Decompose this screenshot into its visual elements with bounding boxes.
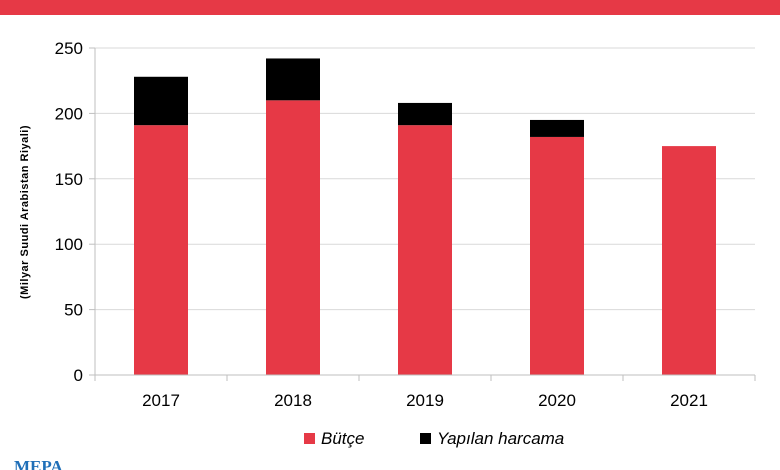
y-tick-label: 250 [55, 39, 83, 58]
logo-text: MEPA [14, 457, 64, 470]
legend-label-harcama: Yapılan harcama [437, 429, 564, 448]
bar-harcama-2017 [134, 76, 188, 126]
legend-label-butce: Bütçe [321, 429, 364, 448]
x-tick-label: 2021 [670, 391, 708, 410]
bar-butce-2020 [530, 136, 584, 375]
y-tick-label: 200 [55, 104, 83, 123]
bar-butce-2019 [398, 125, 452, 375]
y-tick-label: 50 [64, 301, 83, 320]
y-tick-label: 0 [74, 366, 83, 385]
bar-butce-2018 [266, 100, 320, 375]
bar-butce-2021 [662, 146, 716, 375]
logo: MEPA [14, 455, 64, 470]
y-axis-label: (Milyar Suudi Arabistan Riyali) [19, 125, 31, 299]
bar-harcama-2019 [398, 102, 452, 126]
x-tick-label: 2019 [406, 391, 444, 410]
legend-swatch-butce [304, 433, 315, 444]
y-tick-label: 100 [55, 235, 83, 254]
x-tick-label: 2020 [538, 391, 576, 410]
x-tick-label: 2018 [274, 391, 312, 410]
y-tick-labels: 0 50 100 150 200 250 [55, 39, 83, 385]
y-tick-label: 150 [55, 170, 83, 189]
top-banner [0, 0, 780, 15]
bar-harcama-2020 [530, 119, 584, 137]
bar-butce-2017 [134, 125, 188, 375]
x-tick-labels: 2017 2018 2019 2020 2021 [142, 391, 708, 410]
axes [89, 47, 756, 381]
legend: Bütçe Yapılan harcama [304, 429, 564, 448]
x-tick-label: 2017 [142, 391, 180, 410]
bars [134, 58, 716, 375]
legend-swatch-harcama [420, 433, 431, 444]
bar-harcama-2018 [266, 58, 320, 101]
